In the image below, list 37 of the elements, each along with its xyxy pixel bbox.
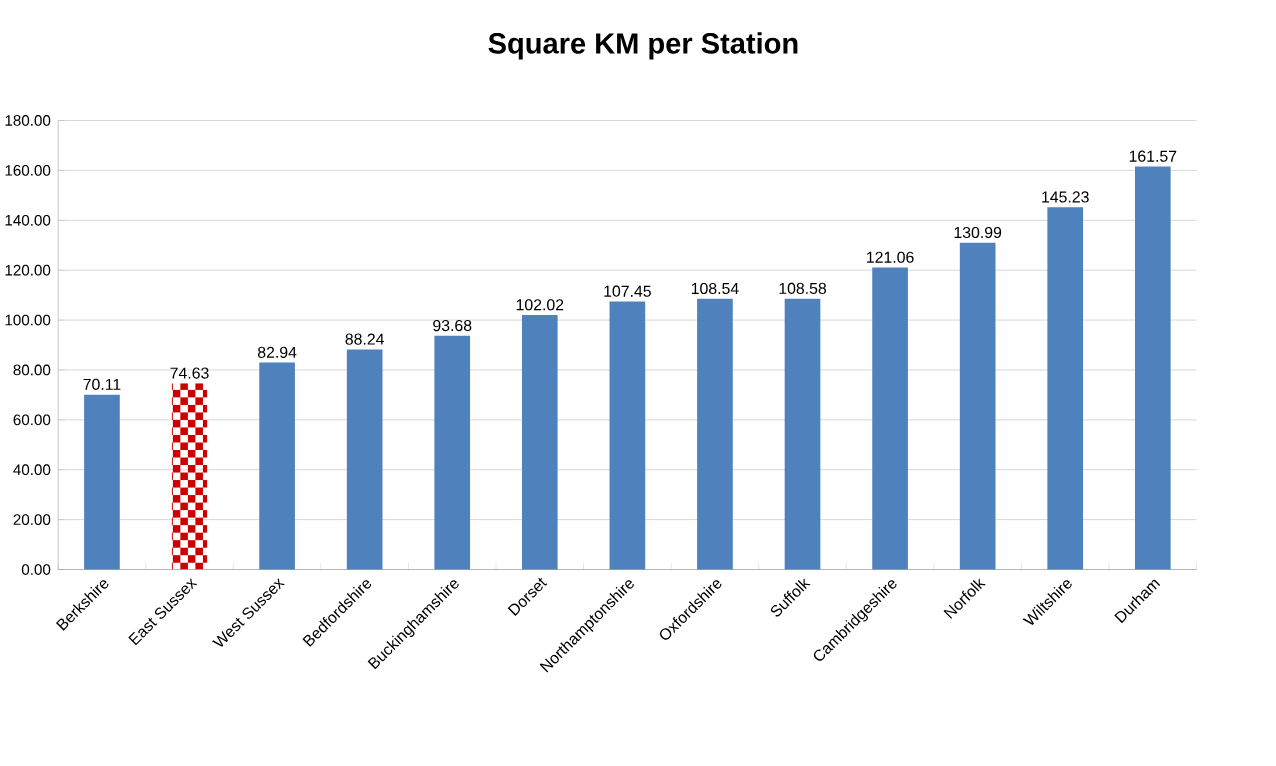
- data-label: 130.99: [954, 227, 1002, 239]
- y-tick-label: 0.00: [21, 564, 51, 576]
- bar: [697, 298, 733, 570]
- bar: [784, 298, 821, 570]
- data-label: 145.23: [1042, 191, 1089, 203]
- bar: [1134, 166, 1171, 570]
- bar: [872, 267, 908, 570]
- data-label: 108.58: [779, 282, 827, 295]
- y-tick-label: 120.00: [5, 264, 51, 276]
- bar: [259, 362, 295, 570]
- data-label: 108.54: [691, 283, 739, 295]
- bar: [521, 315, 558, 570]
- data-label: 82.94: [257, 346, 297, 359]
- bar: [84, 394, 120, 570]
- y-tick-label: 60.00: [13, 414, 51, 426]
- y-tick-label: 180.00: [5, 115, 51, 127]
- data-label: 102.02: [516, 299, 564, 311]
- bar: [609, 301, 646, 570]
- data-label: 70.11: [83, 378, 121, 391]
- chart-title: Square KM per Station: [488, 32, 798, 60]
- y-tick-label: 100.00: [5, 314, 51, 326]
- bar: [171, 383, 208, 570]
- y-tick-label: 80.00: [13, 364, 51, 376]
- y-tick-label: 160.00: [5, 165, 51, 176]
- data-label: 107.45: [604, 285, 651, 297]
- data-label: 88.24: [345, 333, 385, 345]
- y-tick-label: 40.00: [13, 464, 51, 476]
- bar: [434, 336, 471, 570]
- data-label: 161.57: [1129, 150, 1177, 162]
- y-tick-label: 140.00: [5, 215, 51, 226]
- data-label: 121.06: [867, 251, 914, 264]
- data-label: 74.63: [170, 367, 209, 379]
- y-tick-label: 20.00: [13, 514, 51, 526]
- bar: [1047, 207, 1084, 570]
- data-label: 93.68: [433, 320, 472, 332]
- bar: [346, 349, 383, 570]
- bar: [959, 242, 996, 570]
